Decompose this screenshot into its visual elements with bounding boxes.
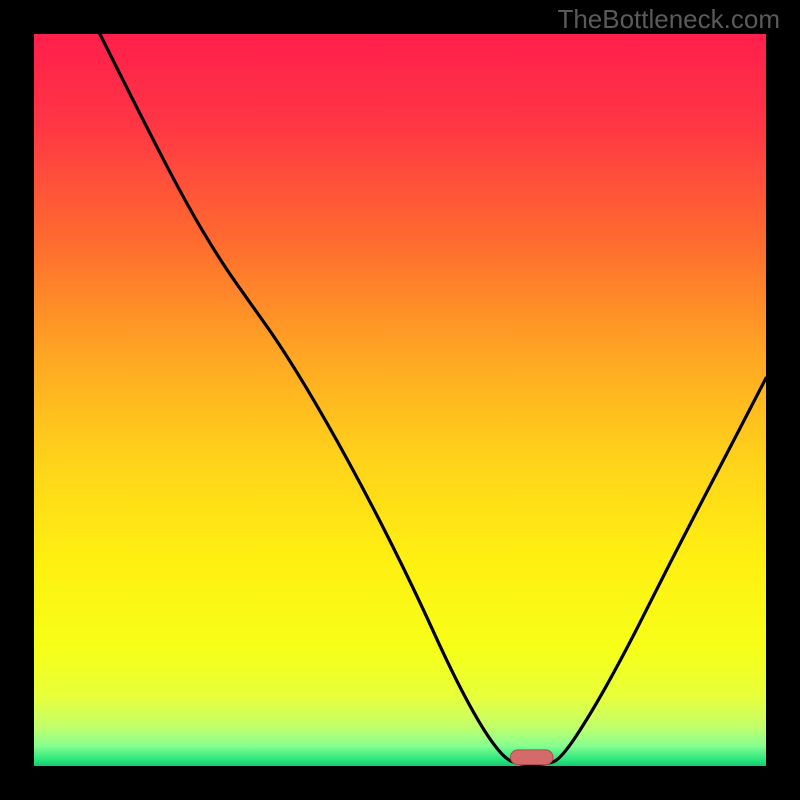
chart-gradient-background <box>34 34 766 766</box>
stage: TheBottleneck.com <box>0 0 800 800</box>
watermark-text: TheBottleneck.com <box>557 4 780 35</box>
optimal-range-marker <box>511 750 553 765</box>
chart-plot-area <box>34 34 766 766</box>
chart-svg <box>34 34 766 766</box>
